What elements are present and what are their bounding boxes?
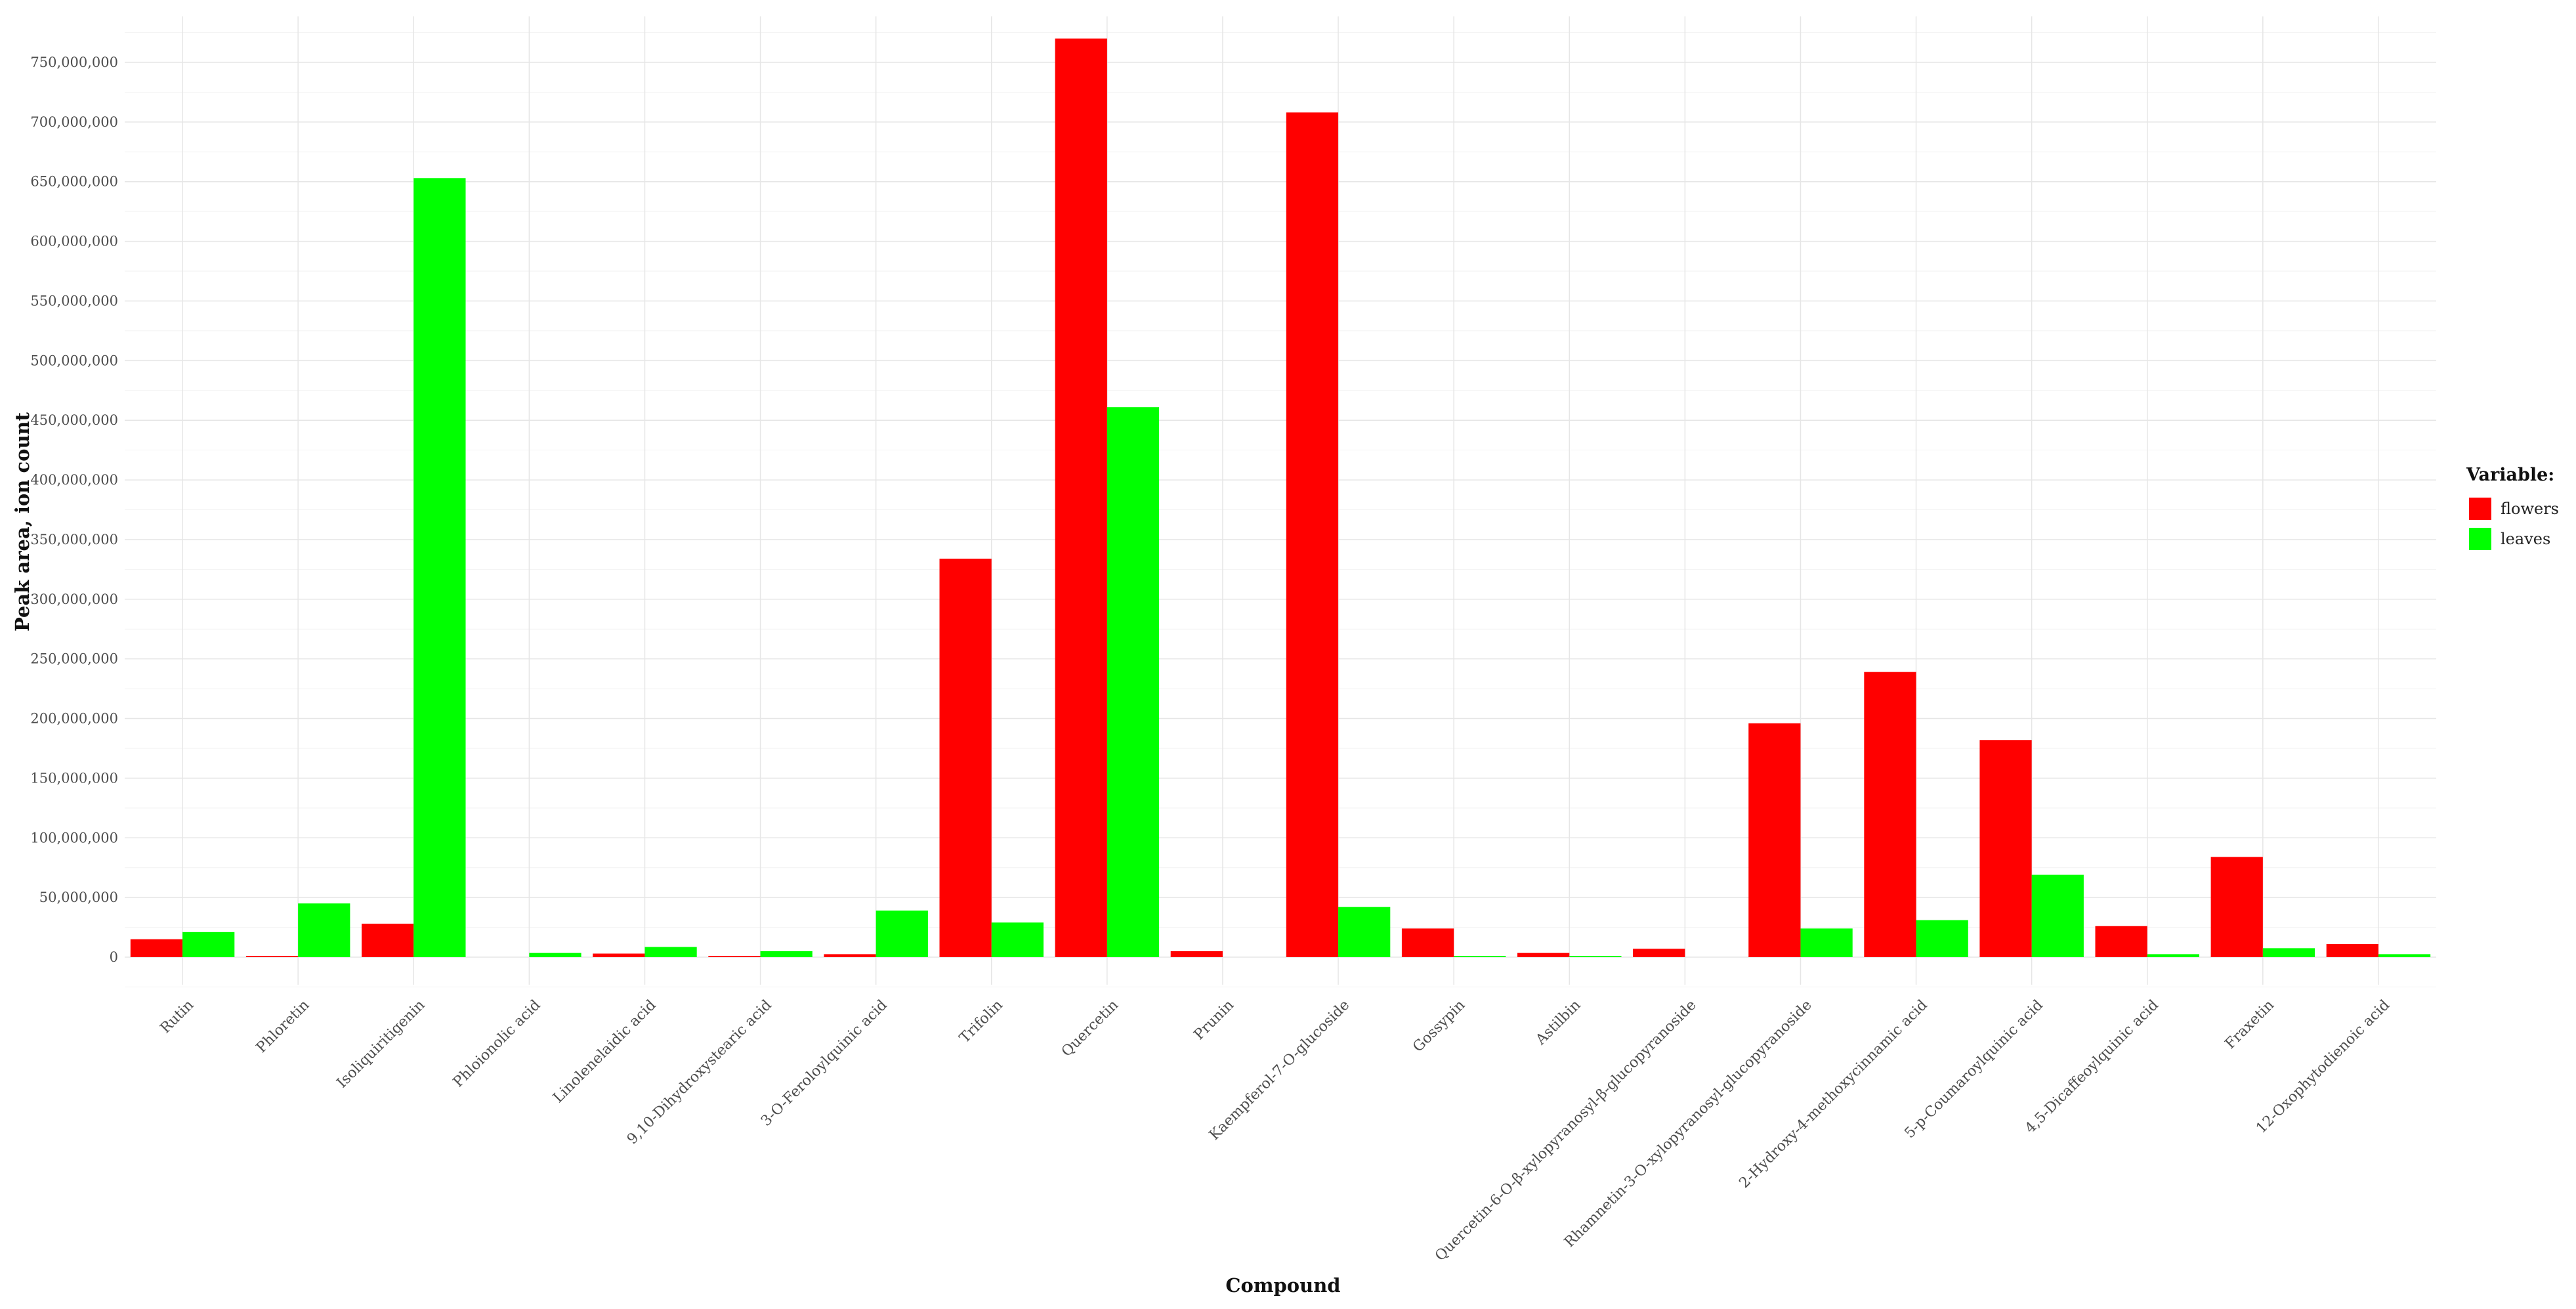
bar-leaves: [182, 932, 235, 957]
bar-flowers: [1055, 38, 1107, 958]
bar-leaves: [644, 947, 697, 957]
x-tick-label: 3-O-Feroloylquinic acid: [758, 997, 891, 1130]
legend-label-flowers: flowers: [2501, 500, 2559, 518]
bar-flowers: [824, 954, 876, 957]
bar-leaves: [760, 951, 813, 957]
bar-flowers: [1286, 112, 1339, 957]
bar-leaves: [1338, 907, 1391, 957]
y-tick-label: 550,000,000: [30, 293, 118, 309]
bar-leaves: [2378, 954, 2431, 957]
y-tick-label: 200,000,000: [30, 711, 118, 727]
bar-leaves: [1454, 956, 1506, 957]
bar-flowers: [2326, 944, 2378, 957]
grid-lines: [125, 16, 2436, 987]
bar-leaves: [1569, 956, 1622, 957]
x-tick-label: 12-Oxophytodienoic acid: [2253, 997, 2393, 1137]
bar-flowers: [1979, 740, 2032, 957]
x-tick-label: Quercetin: [1059, 997, 1122, 1060]
bar-flowers: [2095, 926, 2147, 957]
x-tick-label: Rutin: [158, 997, 198, 1037]
y-tick-label: 450,000,000: [30, 412, 118, 428]
y-tick-label: 100,000,000: [30, 830, 118, 846]
x-tick-label: Rhamnetin-3-O-xylopyranosyl-glucopyranos…: [1561, 997, 1815, 1251]
x-tick-label: 4,5-Dicaffeoylquinic acid: [2022, 997, 2162, 1137]
bar-leaves: [876, 911, 928, 957]
x-axis-ticks: Rutin Phloretin Isoliquiritigenin Phloionol…: [158, 997, 2394, 1264]
x-tick-label: Astilbin: [1532, 997, 1584, 1049]
x-tick-label: Gossypin: [1410, 997, 1468, 1056]
bar-leaves: [2031, 874, 2084, 957]
y-tick-label: 150,000,000: [30, 770, 118, 786]
y-tick-label: 400,000,000: [30, 472, 118, 488]
legend-label-leaves: leaves: [2501, 530, 2550, 548]
bar-flowers: [1401, 928, 1454, 957]
y-tick-label: 700,000,000: [30, 114, 118, 130]
x-tick-label: Quercetin-6-O-β-xylopyranosyl-β-glucopyr…: [1432, 997, 1699, 1264]
x-axis-title: Compound: [1225, 1274, 1340, 1297]
bar-leaves: [529, 953, 581, 957]
y-tick-label: 750,000,000: [30, 54, 118, 70]
x-tick-label: Phloionolic acid: [450, 997, 544, 1091]
bar-flowers: [939, 559, 992, 957]
y-axis-title: Peak area, ion count: [11, 412, 33, 632]
bar-leaves: [1800, 928, 1853, 957]
x-tick-label: 2-Hydroxy-4-methoxycinnamic acid: [1736, 997, 1930, 1191]
bars: [130, 38, 2431, 958]
bar-flowers: [1864, 672, 1916, 957]
y-tick-label: 250,000,000: [30, 651, 118, 667]
y-axis-ticks: 0 50,000,000 100,000,000 150,000,000 200,000…: [30, 54, 118, 965]
y-tick-label: 50,000,000: [39, 890, 118, 905]
x-tick-label: Fraxetin: [2222, 997, 2277, 1052]
legend: Variable: flowers leaves: [2466, 465, 2559, 550]
bar-leaves: [298, 903, 350, 957]
bar-flowers: [1170, 951, 1223, 957]
y-tick-label: 500,000,000: [30, 353, 118, 368]
bar-leaves: [1107, 407, 1160, 957]
legend-key-leaves: [2469, 528, 2491, 550]
y-tick-label: 600,000,000: [30, 234, 118, 249]
bar-flowers: [1633, 949, 1685, 957]
x-tick-label: Kaempferol-7-O-glucoside: [1206, 997, 1353, 1144]
y-tick-label: 350,000,000: [30, 532, 118, 547]
x-tick-label: Linolenelaidic acid: [550, 997, 660, 1107]
bar-flowers: [362, 924, 414, 957]
bar-leaves: [1916, 920, 1968, 957]
x-tick-label: Phloretin: [253, 997, 312, 1056]
bar-flowers: [130, 939, 183, 957]
y-tick-label: 650,000,000: [30, 174, 118, 190]
bar-leaves: [413, 178, 466, 957]
bar-flowers: [593, 953, 645, 957]
y-tick-label: 0: [110, 949, 118, 965]
bar-leaves: [2262, 948, 2315, 957]
x-tick-label: Isoliquiritigenin: [334, 997, 429, 1092]
x-tick-label: Trifolin: [956, 997, 1006, 1047]
bar-flowers: [2210, 857, 2263, 957]
y-tick-label: 300,000,000: [30, 591, 118, 607]
bar-leaves: [2147, 954, 2199, 957]
bar-flowers: [1748, 723, 1801, 957]
legend-title: Variable:: [2466, 465, 2554, 485]
x-tick-label: 5-p-Coumaroylquinic acid: [1901, 997, 2046, 1142]
bar-flowers: [1517, 953, 1570, 957]
bar-flowers: [708, 956, 761, 957]
bar-leaves: [991, 922, 1044, 957]
legend-key-flowers: [2469, 498, 2491, 520]
x-tick-label: Prunin: [1191, 997, 1238, 1044]
bar-flowers: [245, 956, 299, 957]
